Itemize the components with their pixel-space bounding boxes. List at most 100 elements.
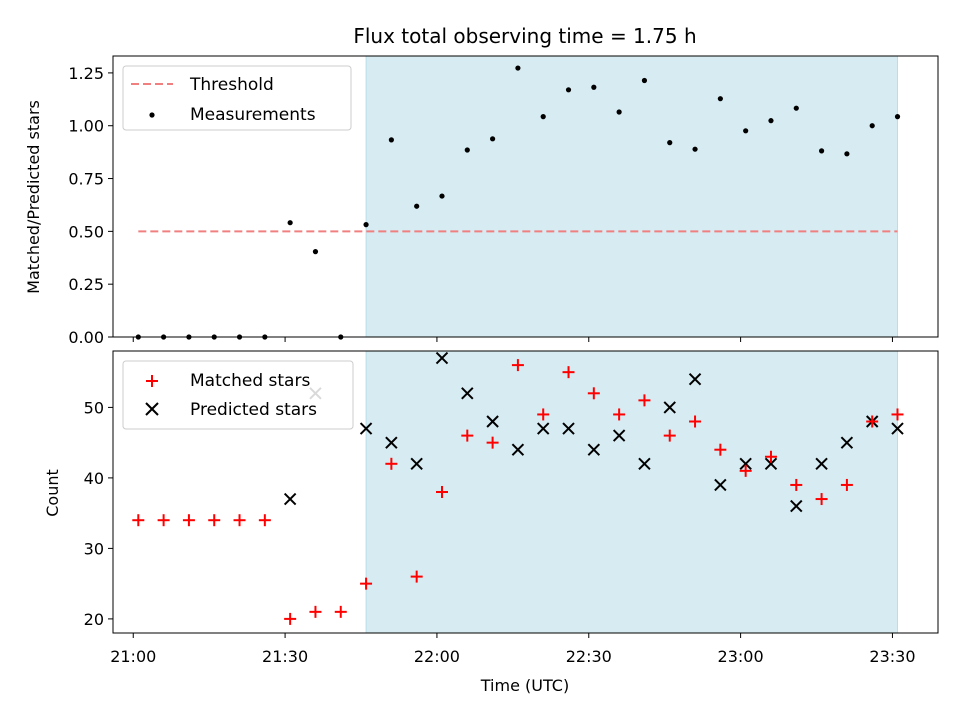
measurement-point xyxy=(768,118,774,124)
bottom-y-tick-label: 20 xyxy=(84,610,104,629)
measurement-point xyxy=(414,203,420,209)
legend-threshold-label: Threshold xyxy=(189,75,274,95)
measurement-point xyxy=(844,151,850,157)
x-tick-label: 23:30 xyxy=(869,647,915,666)
matched-point xyxy=(562,366,575,379)
predicted-point xyxy=(891,422,904,435)
legend-measurements-swatch xyxy=(149,112,155,118)
bottom-y-tick-label: 50 xyxy=(84,398,104,417)
matched-point xyxy=(613,408,626,421)
measurement-point xyxy=(363,222,369,228)
predicted-point xyxy=(435,351,449,365)
matched-point xyxy=(511,359,524,372)
predicted-point xyxy=(688,372,702,386)
bottom-y-tick-label: 30 xyxy=(84,539,104,558)
matched-point xyxy=(385,457,398,470)
measurement-point xyxy=(818,148,825,154)
matched-points xyxy=(132,359,904,625)
x-tick-label: 21:00 xyxy=(110,647,156,666)
top-y-tick-label: 0.25 xyxy=(68,275,104,294)
predicted-point xyxy=(359,422,373,435)
top-x-ticks xyxy=(132,337,893,342)
matched-point xyxy=(410,570,423,583)
measurement-point xyxy=(490,136,496,142)
x-tick-label: 22:30 xyxy=(566,647,612,666)
measurement-points xyxy=(135,65,901,340)
matched-point xyxy=(815,493,828,506)
top-y-tick-label: 1.25 xyxy=(68,64,104,83)
measurement-point xyxy=(616,109,622,115)
measurement-point xyxy=(591,84,597,90)
legend-matched-swatch xyxy=(146,375,158,387)
matched-point xyxy=(486,436,499,449)
legend-measurements-label: Measurements xyxy=(190,105,316,125)
predicted-point xyxy=(385,436,398,449)
predicted-point xyxy=(790,499,803,513)
predicted-point xyxy=(638,457,651,471)
predicted-point xyxy=(840,436,854,449)
matched-point xyxy=(587,387,600,400)
measurement-point xyxy=(667,140,673,146)
measurement-point xyxy=(565,87,572,93)
measurement-point xyxy=(464,147,470,153)
measurement-point xyxy=(869,123,875,129)
legend-predicted-swatch xyxy=(145,402,159,416)
top-legend-box xyxy=(122,65,352,131)
measurement-point xyxy=(793,105,799,111)
top-y-tick-label: 0.75 xyxy=(68,170,104,189)
bottom-legend-box xyxy=(122,360,354,430)
matched-point xyxy=(334,605,347,618)
matched-point xyxy=(663,429,676,442)
x-tick-label: 22:00 xyxy=(414,647,460,666)
matched-point xyxy=(309,605,322,618)
predicted-point xyxy=(283,492,297,506)
measurement-point xyxy=(515,65,521,71)
matched-point xyxy=(461,429,474,442)
matched-point xyxy=(537,408,550,421)
predicted-point xyxy=(461,387,474,400)
matched-point xyxy=(739,464,752,477)
measurement-point xyxy=(388,137,394,143)
matched-point xyxy=(764,450,777,463)
predicted-point xyxy=(612,429,626,442)
matched-point xyxy=(132,514,145,527)
top-plot-frame xyxy=(112,55,939,338)
measurement-point xyxy=(540,114,546,120)
predicted-point xyxy=(410,457,423,471)
predicted-point xyxy=(587,443,601,456)
predicted-point xyxy=(562,422,575,435)
top-y-ticks: 0.00 0.25 0.50 0.75 1.00 1.25 xyxy=(68,64,113,347)
top-y-axis-label: Matched/Predicted stars xyxy=(24,100,43,294)
measurement-point xyxy=(439,193,445,199)
matched-point xyxy=(891,408,904,421)
matched-point xyxy=(638,394,651,407)
predicted-point xyxy=(486,415,499,428)
measurement-point xyxy=(287,220,293,226)
matched-point xyxy=(208,514,221,527)
matched-point xyxy=(258,514,271,527)
bottom-y-tick-label: 40 xyxy=(84,469,104,488)
top-shaded-span xyxy=(365,55,899,338)
top-panel: 0.00 0.25 0.50 0.75 1.00 1.25 Flux total obse… xyxy=(24,24,939,347)
top-y-tick-label: 1.00 xyxy=(68,117,104,136)
matched-point xyxy=(157,514,170,527)
matched-point xyxy=(284,612,297,625)
measurement-point xyxy=(743,128,749,134)
measurement-point xyxy=(312,249,319,255)
bottom-shaded-span xyxy=(365,350,899,634)
x-tick-label: 23:00 xyxy=(718,647,764,666)
predicted-point xyxy=(764,457,778,471)
predicted-point xyxy=(815,457,828,471)
matched-point xyxy=(714,443,727,456)
measurement-point xyxy=(894,114,901,120)
matched-point xyxy=(182,514,195,527)
bottom-y-axis-label: Count xyxy=(43,469,62,517)
predicted-point xyxy=(739,457,752,471)
matched-point xyxy=(790,478,803,491)
matched-point xyxy=(435,486,448,498)
measurement-point xyxy=(641,77,648,84)
measurement-point xyxy=(692,146,698,152)
x-tick-label: 21:30 xyxy=(262,647,308,666)
